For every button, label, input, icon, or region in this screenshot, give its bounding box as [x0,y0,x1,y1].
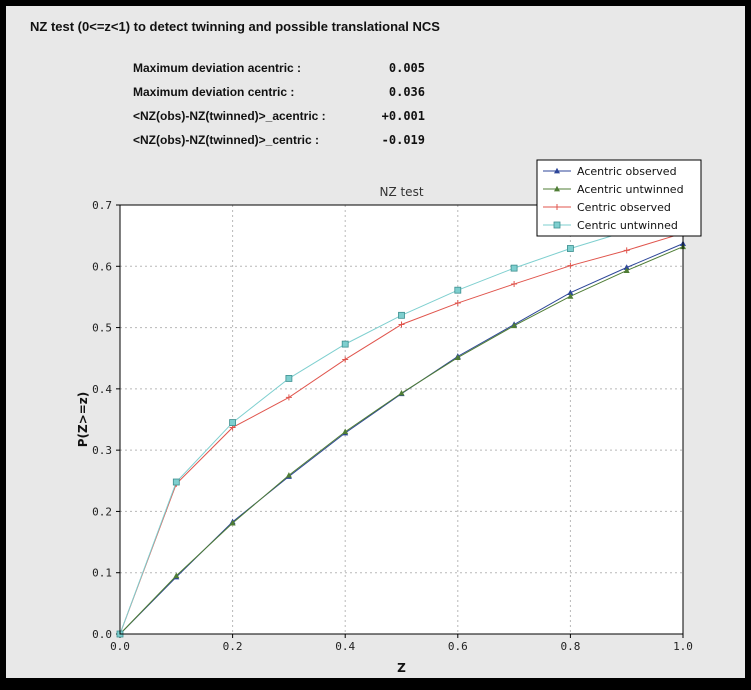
y-tick-label: 0.3 [92,444,112,457]
legend: Acentric observed Acentric untwinned Centr… [536,159,702,237]
stat-label: Maximum deviation acentric : [133,61,302,75]
marker-triangle [342,428,349,435]
marker-square [454,286,462,294]
marker-plus [454,300,461,307]
marker-plus [623,247,630,254]
x-tick-label: 0.6 [448,640,468,653]
legend-label: Acentric untwinned [577,183,684,196]
marker-triangle [454,354,461,361]
page-title: NZ test (0<=z<1) to detect twinning and … [30,19,440,34]
stats-block: Maximum deviation acentric : 0.005 Maxim… [133,56,425,152]
plot-area [120,205,683,634]
marker-triangle [623,264,630,270]
legend-label: Centric observed [577,201,671,214]
stat-value: +0.001 [381,109,425,123]
marker-plus [342,356,349,363]
marker-square [510,264,518,272]
x-tick-label: 0.2 [223,640,243,653]
legend-label: Centric untwinned [577,219,678,232]
stat-value: 0.036 [388,85,425,99]
x-tick-label: 0.8 [560,640,580,653]
app-panel: NZ test (0<=z<1) to detect twinning and … [6,6,745,678]
y-tick-label: 0.6 [92,260,112,273]
legend-item-centric-observed: Centric observed [543,201,671,214]
chart-title: NZ test [379,185,423,199]
legend-item-acentric-untwinned: Acentric untwinned [543,183,684,196]
x-tick-label: 1.0 [673,640,693,653]
y-tick-label: 0.7 [92,199,112,212]
marker-square [398,311,405,319]
legend-label: Acentric observed [577,165,677,178]
marker-triangle [623,267,630,273]
legend-item-centric-untwinned: Centric untwinned [543,219,678,232]
marker-square [553,221,561,229]
marker-square [567,245,574,252]
nz-test-chart: 0.0 0.2 0.4 0.6 0.8 1.0 0.0 0.1 0.2 0.3 0.4 0.5 0.6 0… [76,159,702,675]
legend-box [536,159,702,237]
stat-row: <NZ(obs)-NZ(twinned)>_centric : -0.019 [133,128,425,152]
marker-triangle [554,167,560,174]
stat-label: Maximum deviation centric : [133,85,295,99]
y-axis-label: P(Z>=z) [76,392,90,448]
marker-plus [285,394,292,401]
marker-square [341,340,349,348]
stat-row: Maximum deviation centric : 0.036 [133,80,425,104]
y-tick-label: 0.4 [92,383,112,396]
y-tick-label: 0.1 [92,567,112,580]
marker-triangle [229,519,236,526]
x-tick-label: 0.4 [335,640,355,653]
stat-value: -0.019 [381,133,425,147]
marker-plus [511,281,518,288]
x-axis-label: Z [397,661,406,675]
y-tick-label: 0.5 [92,322,112,335]
marker-triangle [567,293,574,299]
stat-label: <NZ(obs)-NZ(twinned)>_centric : [133,133,320,147]
marker-square [172,478,180,486]
y-tick-label: 0.2 [92,505,112,518]
marker-square [229,419,237,426]
marker-square [285,375,293,382]
marker-triangle [285,472,292,478]
legend-item-acentric-observed: Acentric observed [543,165,677,178]
x-tick-label: 0.0 [110,640,130,653]
marker-plus [398,321,405,328]
y-tick-label: 0.0 [92,628,112,641]
marker-triangle [398,389,405,396]
marker-triangle [554,185,560,192]
stat-row: <NZ(obs)-NZ(twinned)>_acentric : +0.001 [133,104,425,128]
plot-border [119,204,684,635]
marker-plus [567,262,574,269]
marker-triangle [173,572,180,579]
stat-value: 0.005 [388,61,425,75]
marker-triangle [511,322,518,329]
stat-row: Maximum deviation acentric : 0.005 [133,56,425,80]
stat-label: <NZ(obs)-NZ(twinned)>_acentric : [133,109,326,123]
marker-triangle [567,289,574,296]
marker-plus [554,204,560,210]
